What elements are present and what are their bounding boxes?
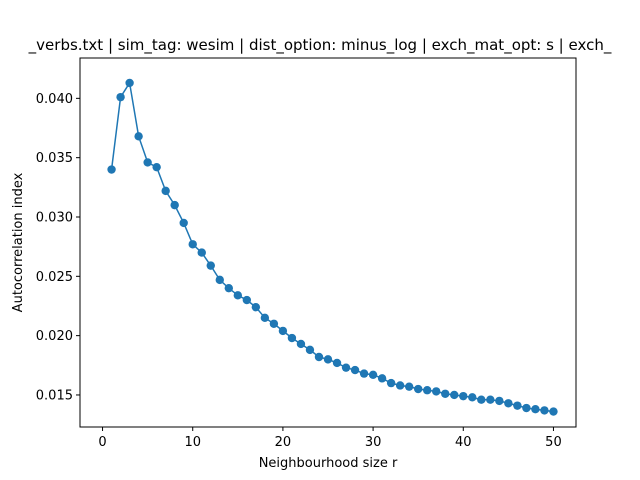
data-point: [233, 291, 243, 300]
data-point: [170, 200, 179, 210]
data-point: [450, 390, 459, 400]
data-point: [206, 261, 215, 270]
y-tick-label: 0.030: [36, 210, 73, 225]
data-point: [477, 395, 486, 404]
y-tick-label: 0.020: [36, 329, 73, 344]
data-point: [116, 92, 125, 102]
data-point: [413, 384, 423, 394]
data-point: [468, 393, 477, 402]
axes-frame: [79, 57, 577, 428]
data-point: [332, 358, 342, 368]
data-point: [350, 365, 360, 375]
x-tick-label: 40: [455, 435, 472, 450]
data-point: [368, 370, 378, 379]
axis-ticks: 0 10 20 30 40 50 0.015 0.020 0.025 0.030 0.035 0.04…: [36, 92, 562, 450]
y-tick-label: 0.015: [36, 388, 73, 403]
data-point: [549, 407, 558, 416]
x-tick-label: 0: [98, 435, 106, 450]
x-tick-label: 50: [545, 435, 562, 450]
data-point: [441, 389, 450, 398]
x-axis-label: Neighbourhood size r: [259, 456, 398, 471]
y-tick-label: 0.025: [36, 270, 73, 285]
data-point: [404, 382, 414, 391]
x-tick-label: 20: [275, 435, 292, 450]
data-point: [107, 165, 116, 174]
data-point: [134, 132, 143, 141]
data-point: [179, 218, 188, 228]
x-tick-label: 10: [184, 435, 201, 450]
data-point: [296, 339, 306, 349]
data-point: [486, 395, 495, 404]
data-point: [197, 248, 206, 257]
data-point: [531, 405, 540, 414]
data-point: [224, 283, 233, 293]
y-tick-label: 0.035: [36, 151, 73, 166]
data-point: [287, 333, 297, 343]
data-point: [513, 401, 522, 410]
data-point: [125, 78, 134, 88]
data-point: [269, 319, 279, 328]
data-point: [305, 345, 315, 355]
series-line: [110, 80, 554, 413]
data-point: [377, 374, 387, 383]
data-point: [459, 391, 468, 401]
data-point: [161, 186, 170, 196]
data-point: [278, 326, 288, 336]
data-point: [395, 381, 405, 390]
x-tick-label: 30: [365, 435, 382, 450]
data-point: [188, 240, 197, 249]
data-point: [423, 386, 432, 395]
y-axis-label: Autocorrelation index: [11, 172, 26, 312]
series-group: [107, 78, 558, 416]
data-point: [242, 295, 252, 305]
data-point: [341, 363, 351, 372]
data-point: [495, 396, 504, 406]
data-point: [260, 313, 270, 323]
data-point: [504, 399, 513, 408]
data-point: [215, 275, 224, 285]
chart-title: _verbs.txt | sim_tag: wesim | dist_optio…: [28, 36, 612, 55]
data-point: [143, 158, 152, 167]
data-point: [152, 162, 161, 172]
data-point: [323, 355, 333, 364]
data-point: [251, 302, 261, 312]
data-point: [432, 387, 441, 396]
data-point: [522, 403, 531, 413]
data-point: [359, 369, 369, 378]
data-point: [540, 406, 549, 415]
y-tick-label: 0.040: [36, 92, 73, 107]
data-point: [386, 378, 396, 388]
plot-area: [107, 78, 558, 416]
data-point: [314, 352, 324, 362]
